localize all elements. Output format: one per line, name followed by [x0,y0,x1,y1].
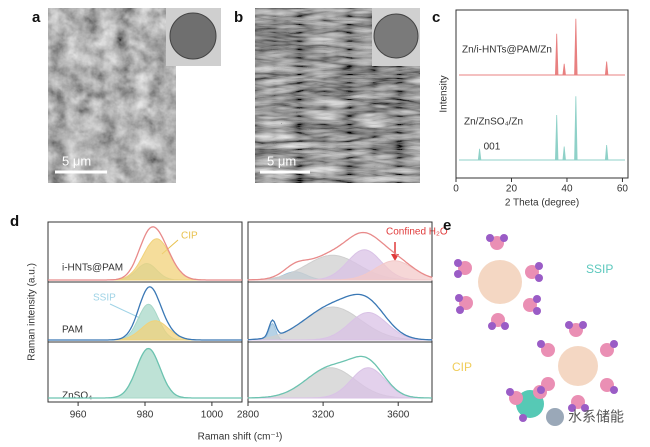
annotation: Confined H₂O [386,227,448,238]
band-component [248,312,433,341]
panel-label: b [234,9,243,26]
cluster-diagram [454,234,618,422]
peak [574,96,578,161]
peak [604,144,609,161]
series-label: ZnSO₄ [62,391,92,402]
sem-image [48,8,176,183]
x-tick-label: 2800 [237,410,260,421]
watermark-icon [546,408,564,426]
x-axis-label: Raman shift (cm⁻¹) [198,432,283,443]
peak-annotation: 001 [484,142,501,153]
plot-frame [455,9,629,179]
series-label: Zn/i-HNTs@PAM/Zn [462,45,552,56]
y-axis-label: Raman intensity (a.u.) [27,263,38,361]
peak [604,61,609,76]
x-tick-label: 960 [70,410,87,421]
x-tick-label: 20 [506,184,518,195]
series-label: Zn/ZnSO₄/Zn [464,117,523,128]
x-tick-label: 1000 [201,410,224,421]
x-axis-label: 2 Theta (degree) [505,198,579,209]
peak [477,148,482,161]
panel-label: a [32,9,41,26]
x-tick-label: 980 [137,410,154,421]
fit-line [48,226,242,281]
fit-line [48,286,242,341]
y-axis-label: Intensity [439,75,450,112]
band-component [48,238,242,281]
panel-label: c [432,9,440,26]
peak [562,146,566,161]
band-component [248,260,433,281]
ssip-label: SSIP [586,262,613,276]
x-tick-label: 3600 [387,410,410,421]
x-tick-label: 40 [561,184,573,195]
x-tick-label: 60 [617,184,629,195]
annotation-arrow [109,303,141,319]
fit-line [247,231,433,281]
cip-label: CIP [452,360,472,374]
plot-frame [247,221,433,403]
annotation: SSIP [93,293,116,304]
panel-label: d [10,213,19,230]
scale-label: 5 μm [62,153,91,168]
annotation: CIP [181,231,198,242]
x-tick-label: 0 [453,184,459,195]
inset-disc [169,12,217,60]
fit-line [248,293,433,341]
x-tick-label: 3200 [312,410,335,421]
peak [574,18,578,76]
series-label: PAM [62,325,83,336]
peak [554,114,559,161]
fit-line [248,355,432,399]
watermark: 水系储能 [568,409,624,425]
series-label: i-HNTs@PAM [62,263,123,274]
peak [554,33,559,76]
scale-label: 5 μm [267,153,296,168]
fit-line [48,347,242,399]
peak [562,63,566,76]
panel-label: e [443,217,451,234]
inset-disc [373,13,419,59]
